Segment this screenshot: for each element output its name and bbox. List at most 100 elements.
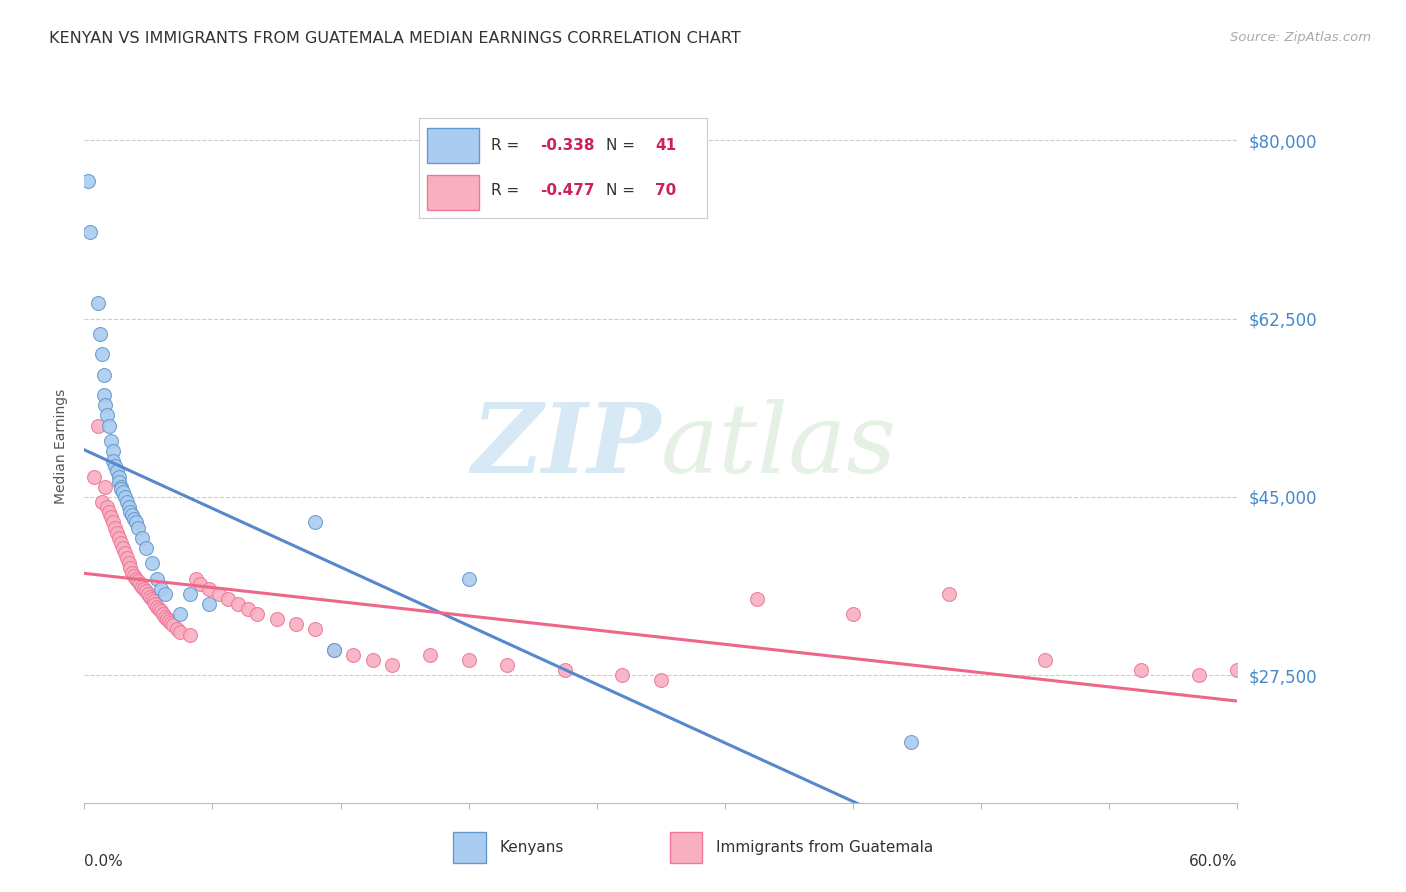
Point [361,653,384,667]
Point [141,591,163,606]
Point [304,623,326,637]
Point [745,591,768,606]
Point [93,388,115,402]
Point [160,616,183,631]
Point [108,475,131,489]
Point [110,536,132,550]
Point [135,541,157,555]
Point [169,607,191,622]
Point [612,668,634,682]
Point [103,454,124,468]
Point [94,480,117,494]
Point [103,516,124,530]
Point [419,648,441,662]
Point [153,610,176,624]
Text: KENYAN VS IMMIGRANTS FROM GUATEMALA MEDIAN EARNINGS CORRELATION CHART: KENYAN VS IMMIGRANTS FROM GUATEMALA MEDI… [49,31,741,46]
Point [83,469,105,483]
Point [96,500,118,515]
Point [108,531,131,545]
Point [381,658,404,673]
Point [157,615,180,629]
Point [93,368,115,382]
Point [87,296,110,310]
Point [98,505,121,519]
Point [1130,663,1153,677]
Point [125,572,148,586]
Point [90,347,112,361]
Point [554,663,576,677]
Point [131,531,153,545]
Point [246,607,269,622]
Text: atlas: atlas [661,399,897,493]
Point [114,490,136,504]
Point [179,587,201,601]
Point [152,607,174,622]
Point [138,590,160,604]
Point [124,569,146,583]
Point [179,627,201,641]
Point [184,572,207,586]
Point [100,510,122,524]
Point [342,648,364,662]
Point [323,643,346,657]
Point [100,434,122,448]
Point [111,541,134,555]
Point [457,572,479,586]
Point [496,658,519,673]
Point [110,480,132,494]
Point [87,418,110,433]
Point [198,597,221,611]
Point [94,398,117,412]
Point [150,582,173,596]
Point [142,594,165,608]
Point [146,600,169,615]
Point [115,495,138,509]
Point [120,505,142,519]
Point [169,624,191,639]
Point [120,561,142,575]
Point [162,618,184,632]
Point [131,580,153,594]
Point [266,612,288,626]
Point [208,587,231,601]
Point [127,574,149,588]
Point [1033,653,1056,667]
Point [141,556,163,570]
Point [96,409,118,423]
Point [198,582,221,596]
Point [226,597,249,611]
Point [188,576,211,591]
Point [146,572,169,586]
Point [111,484,134,499]
Y-axis label: Median Earnings: Median Earnings [53,388,67,504]
Point [127,520,149,534]
Point [129,576,152,591]
Point [105,525,128,540]
Point [105,465,128,479]
Point [90,495,112,509]
Point [156,612,179,626]
Point [98,418,121,433]
Point [132,582,155,596]
Point [153,587,176,601]
Point [124,512,146,526]
Point [110,482,132,496]
Point [121,566,143,581]
Point [136,587,159,601]
Point [115,551,138,566]
Point [104,459,127,474]
Point [79,225,101,239]
Point [1188,668,1211,682]
Point [108,469,131,483]
Point [938,587,960,601]
Point [150,604,173,618]
Point [304,516,326,530]
Point [218,591,240,606]
Point [77,174,100,188]
Point [148,602,170,616]
Text: 60.0%: 60.0% [1189,854,1237,869]
Point [117,556,139,570]
Point [89,326,111,341]
Text: ZIP: ZIP [471,399,661,493]
Point [457,653,479,667]
